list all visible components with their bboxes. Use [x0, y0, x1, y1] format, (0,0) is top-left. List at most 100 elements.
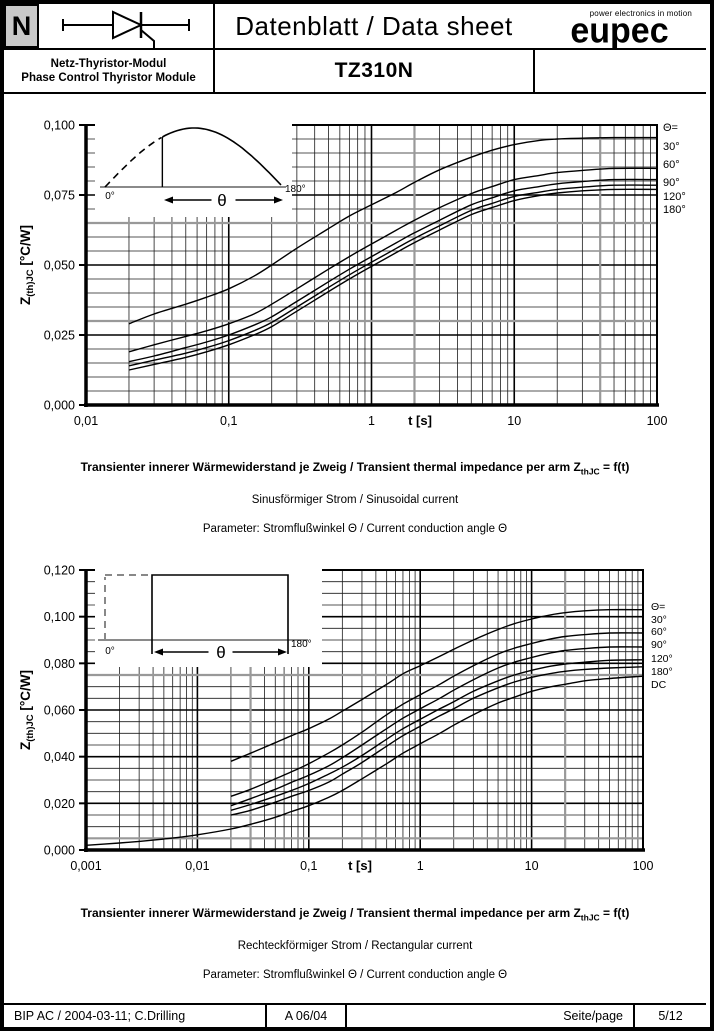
caption-subtitle: Sinusförmiger Strom / Sinusoidal current: [251, 494, 459, 507]
svg-text:100: 100: [647, 414, 668, 428]
legend: Θ= 30° 60° 90° 120°180°: [663, 122, 686, 216]
svg-text:0,080: 0,080: [44, 657, 75, 671]
legend-item: 120°: [651, 653, 673, 665]
inset-end-label: 180°: [291, 639, 312, 650]
sine-solid-segment: [162, 127, 282, 186]
caption-parameter: Parameter: Stromflußwinkel Θ / Current c…: [202, 969, 508, 982]
svg-text:0,100: 0,100: [44, 119, 75, 133]
caption-subtitle: Rechteckförmiger Strom / Rectangular cur…: [237, 940, 473, 953]
sheet-title: Datenblatt / Data sheet: [213, 4, 533, 48]
svg-text:0,040: 0,040: [44, 750, 75, 764]
legend-item: 180°: [651, 666, 673, 678]
rectangular-zth-chart: 0,120 0,100 0,080 0,060 0,040 0,020 0,0000,001…: [18, 563, 673, 873]
symbol-cell: [39, 4, 213, 48]
legend-item: 90°: [663, 177, 680, 189]
svg-text:100: 100: [633, 859, 654, 873]
curve-60°: [230, 632, 644, 797]
header-empty-cell: [533, 50, 706, 92]
svg-text:1: 1: [368, 414, 375, 428]
thyristor-symbol-icon: [62, 10, 190, 48]
svg-text:10: 10: [525, 859, 539, 873]
caption-rectangular: Transienter innerer Wärmewiderstand je Z…: [4, 906, 706, 997]
caption-parameter: Parameter: Stromflußwinkel Θ / Current c…: [202, 523, 508, 536]
legend-item: DC: [651, 679, 667, 691]
header-bottom-border: [4, 92, 706, 94]
footer-edition: A 06/04: [267, 1005, 347, 1027]
svg-text:0,01: 0,01: [185, 859, 209, 873]
svg-text:0,000: 0,000: [44, 844, 75, 858]
svg-text:0,001: 0,001: [70, 859, 101, 873]
legend-item: Θ=: [651, 601, 665, 613]
header-divider: [4, 48, 706, 50]
curve-90°: [128, 178, 658, 363]
curve-180°: [128, 188, 658, 371]
curve-30°: [128, 136, 658, 325]
inset-end-label: 180°: [285, 184, 306, 195]
svg-text:0,01: 0,01: [74, 414, 98, 428]
svg-text:0,100: 0,100: [44, 610, 75, 624]
svg-text:0,020: 0,020: [44, 797, 75, 811]
legend-item: 60°: [651, 626, 667, 638]
curve-180°: [230, 666, 644, 816]
legend: Θ=30°60°90° 120°180°DC: [651, 601, 673, 691]
rect-pulse: [151, 574, 289, 654]
caption-title: Transienter innerer Wärmewiderstand je Z…: [80, 460, 630, 477]
svg-text:1: 1: [417, 859, 424, 873]
svg-text:0,120: 0,120: [44, 564, 75, 578]
y-tick-labels: 0,100 0,075 0,050 0,025 0,000: [44, 119, 86, 413]
caption-sinusoidal: Transienter innerer Wärmewiderstand je Z…: [4, 460, 706, 551]
curve-60°: [128, 167, 658, 353]
footer-revision-info: BIP AC / 2004-03-11; C.Drilling: [4, 1005, 267, 1027]
footer: BIP AC / 2004-03-11; C.Drilling A 06/04 …: [4, 1003, 706, 1027]
svg-text:0,1: 0,1: [220, 414, 237, 428]
x-axis-label: t [s]: [348, 858, 372, 873]
legend-item: 180°: [663, 204, 686, 216]
curve-90°: [230, 646, 644, 807]
part-number: TZ310N: [213, 50, 533, 92]
curve-120°: [128, 184, 658, 367]
x-axis-label: t [s]: [408, 413, 432, 428]
legend-item: 90°: [651, 639, 667, 651]
y-axis-label: Z(th)JC [°C/W]: [18, 670, 36, 750]
legend-item: Θ=: [663, 122, 678, 134]
brand-tagline: power electronics in motion: [589, 8, 692, 18]
svg-text:10: 10: [507, 414, 521, 428]
type-letter-box: N: [4, 4, 39, 48]
legend-item: 120°: [663, 191, 686, 203]
caption-title: Transienter innerer Wärmewiderstand je Z…: [80, 906, 630, 923]
y-tick-labels: 0,120 0,100 0,080 0,060 0,040 0,020 0,000: [44, 564, 86, 858]
curves: [85, 608, 644, 846]
inset-start-label: 0°: [105, 646, 115, 657]
inset-theta-label: θ: [216, 643, 225, 662]
legend-item: 30°: [663, 141, 680, 153]
footer-page-label: Seite/page: [347, 1005, 635, 1027]
svg-text:0,050: 0,050: [44, 259, 75, 273]
curve-30°: [230, 608, 644, 762]
conduction-angle-inset: 0° 180° θ: [95, 120, 306, 217]
svg-text:0,060: 0,060: [44, 704, 75, 718]
inset-theta-label: θ: [217, 191, 226, 210]
x-tick-labels: 0,001 0,01 0,1 1 10 100: [70, 859, 653, 873]
svg-text:0,1: 0,1: [300, 859, 317, 873]
inset-start-label: 0°: [105, 191, 115, 202]
conduction-angle-inset: 0° 180° θ: [95, 563, 322, 667]
sine-dashed-segment: [104, 136, 162, 188]
legend-item: 30°: [651, 614, 667, 626]
legend-item: 60°: [663, 159, 680, 171]
emphasis-gridlines: [86, 125, 657, 405]
type-letter: N: [11, 10, 32, 41]
svg-text:0,075: 0,075: [44, 189, 75, 203]
footer-page-number: 5/12: [658, 1009, 683, 1023]
svg-text:0,025: 0,025: [44, 329, 75, 343]
brand-name: eupec: [570, 10, 669, 51]
curve-120°: [230, 659, 644, 811]
brand-logo: power electronics in motion eupec: [533, 4, 706, 51]
curve-DC: [85, 675, 644, 846]
svg-text:0,000: 0,000: [44, 399, 75, 413]
x-tick-labels: 0,01 0,1 1 10 100: [74, 414, 668, 428]
y-axis-label: Z(th)JC [°C/W]: [18, 225, 36, 305]
curves: [128, 136, 658, 371]
module-name: Netz-Thyristor-Modul Phase Control Thyri…: [21, 58, 196, 84]
